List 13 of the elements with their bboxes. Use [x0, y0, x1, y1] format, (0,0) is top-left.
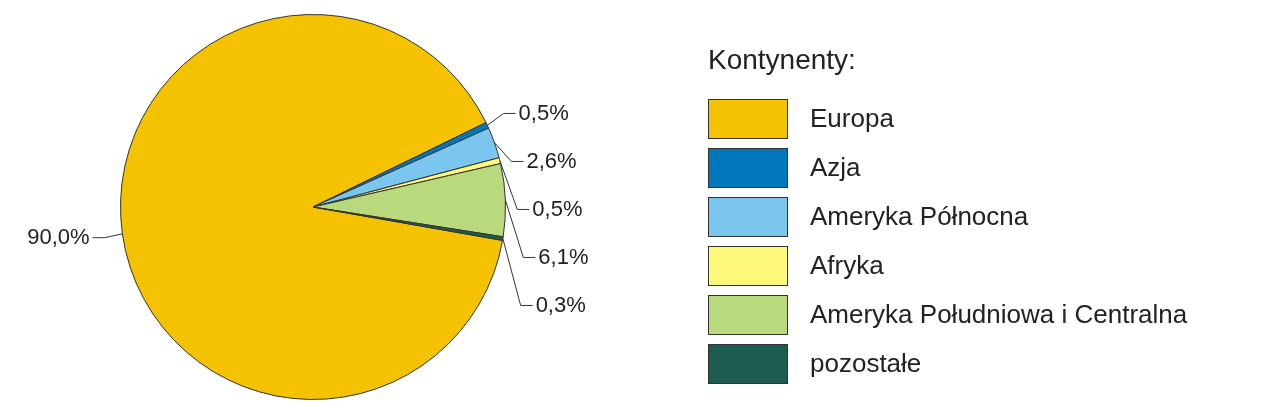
legend-label: Azja: [810, 152, 861, 183]
data-label: 90,0%: [27, 223, 90, 249]
legend-label: pozostałe: [810, 348, 922, 379]
data-label: 0,5%: [532, 195, 583, 221]
data-label: 0,3%: [535, 291, 586, 317]
data-label: 2,6%: [526, 147, 577, 173]
data-label: 6,1%: [538, 243, 589, 269]
legend-label: Afryka: [810, 250, 884, 281]
legend-title: Kontynenty:: [708, 44, 857, 76]
legend-label: Ameryka Południowa i Centralna: [810, 299, 1188, 330]
legend-label: Ameryka Północna: [810, 201, 1029, 232]
legend-label: Europa: [810, 103, 894, 134]
data-label: 0,5%: [518, 99, 569, 125]
